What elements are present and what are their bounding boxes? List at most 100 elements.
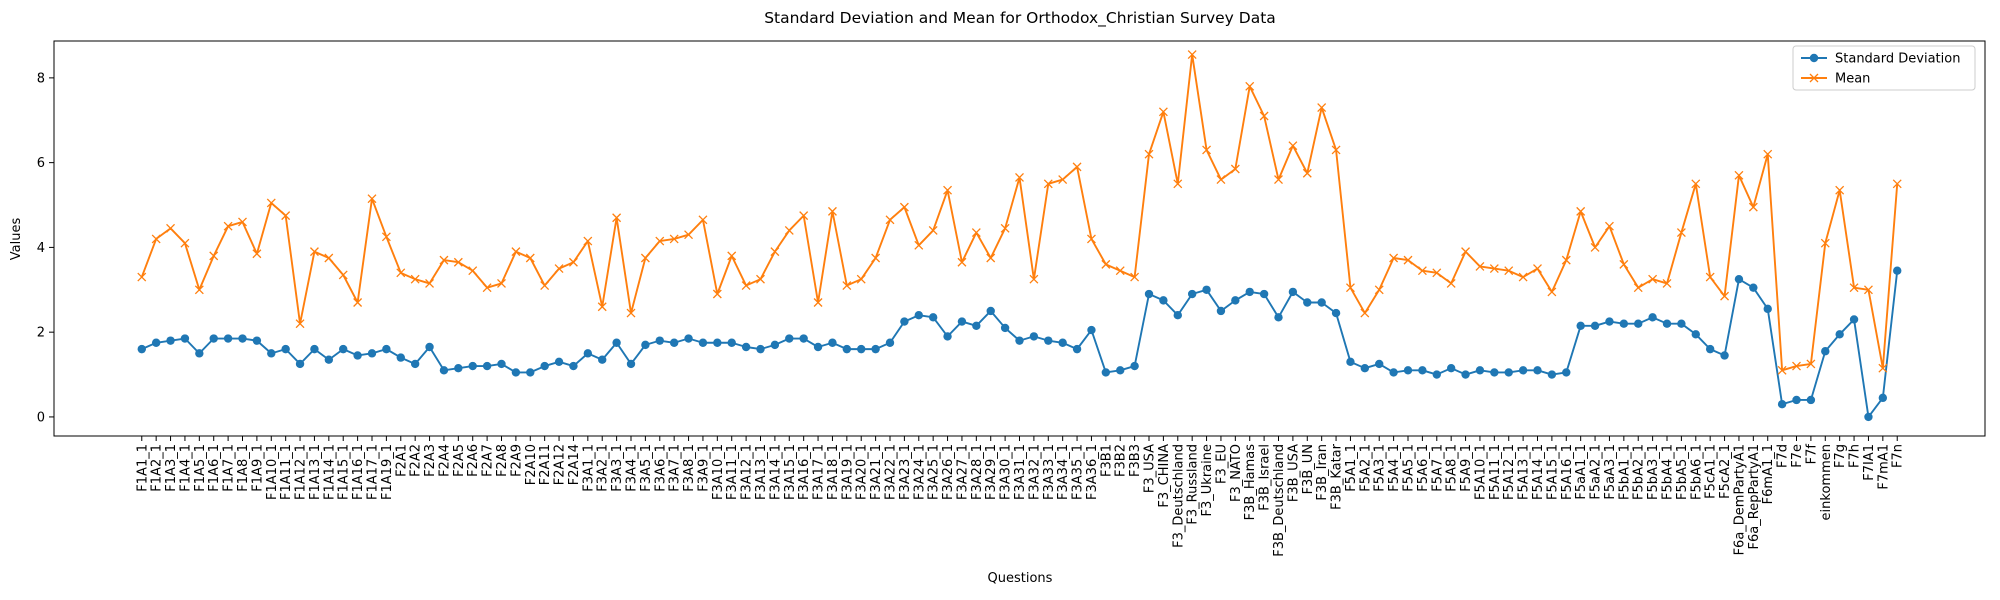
data-point	[1202, 145, 1212, 155]
x-tick-label: F5A11_1	[1488, 444, 1503, 500]
data-point	[1749, 283, 1758, 292]
marker-x	[209, 251, 219, 261]
x-tick-label: F1A1_1	[135, 444, 150, 492]
data-point	[1691, 330, 1700, 339]
data-point	[1576, 321, 1585, 331]
x-tick-label: F6a_RepPartyA1	[1747, 444, 1762, 549]
data-point	[741, 342, 751, 352]
marker-x	[655, 236, 665, 246]
data-point	[1504, 266, 1514, 276]
data-point	[1058, 175, 1068, 185]
data-point	[238, 217, 247, 227]
legend-label: Standard Deviation	[1835, 52, 1960, 67]
marker-x	[1806, 359, 1816, 369]
x-tick-label: F3A23_1	[898, 444, 913, 500]
x-tick-label: F5A5_1	[1402, 444, 1417, 492]
marker-x	[1360, 308, 1370, 318]
x-tick-label: F3B_Iran	[1315, 444, 1330, 501]
marker-x	[813, 298, 823, 307]
x-tick-label: F3A8_1	[682, 444, 697, 492]
data-point	[310, 344, 319, 354]
x-tick-label: F3A15_1	[783, 444, 798, 500]
x-tick-label: F3A18_1	[826, 444, 841, 500]
data-point	[1604, 221, 1614, 231]
x-tick-label: F3A26_1	[941, 444, 956, 500]
data-point	[1533, 264, 1542, 274]
x-tick-label: F3A1_1	[581, 444, 596, 492]
data-point	[756, 274, 765, 284]
data-point	[453, 257, 463, 267]
legend: Standard Deviation Mean	[1792, 45, 1976, 91]
marker-x	[1403, 255, 1413, 265]
marker-x	[971, 228, 981, 238]
data-point	[1590, 321, 1600, 331]
data-point	[1173, 311, 1182, 320]
x-tick-label: F3A31_1	[1013, 444, 1028, 500]
marker-x	[928, 225, 938, 235]
data-point	[684, 334, 693, 343]
marker-x	[1101, 259, 1111, 269]
x-tick-label: F7n	[1891, 444, 1906, 468]
x-tick-label: F1A17_1	[365, 444, 380, 500]
data-point	[1374, 285, 1384, 295]
data-point	[511, 368, 521, 377]
data-point	[1720, 291, 1730, 301]
x-tick-label: F3B_Hamas	[1243, 444, 1258, 521]
data-point	[554, 357, 564, 367]
marker-x	[597, 302, 607, 312]
marker-x	[827, 206, 837, 216]
data-point	[1489, 264, 1499, 274]
x-axis-label: Questions	[988, 571, 1053, 586]
data-point	[698, 338, 708, 347]
data-point	[252, 336, 262, 345]
marker-x	[1792, 361, 1801, 371]
marker-x	[914, 240, 924, 250]
x-tick-label: F6a_DemPartyA1	[1732, 444, 1747, 555]
data-point	[1763, 149, 1773, 159]
x-tick-label: F3A9_1	[696, 444, 711, 492]
data-point	[1461, 247, 1471, 257]
x-tick-label: F2A11	[538, 444, 553, 485]
marker-x	[1000, 223, 1010, 233]
data-point	[857, 344, 866, 354]
x-tick-label: F3_Russland	[1186, 444, 1201, 525]
data-point	[1130, 272, 1140, 282]
data-point	[1504, 368, 1513, 377]
x-tick-label: F3A7_1	[668, 444, 683, 492]
data-point	[568, 257, 578, 267]
x-tick-label: F5bA3_1	[1646, 444, 1661, 500]
data-point	[482, 361, 492, 371]
marker-x	[1288, 141, 1298, 151]
data-point	[295, 319, 305, 329]
data-point	[1303, 298, 1312, 307]
data-point	[281, 344, 290, 354]
data-point	[1849, 315, 1859, 324]
data-point	[1331, 308, 1341, 318]
data-point	[626, 308, 636, 318]
data-point	[669, 234, 679, 244]
x-tick-label: F2A6	[466, 444, 481, 477]
data-point	[180, 238, 190, 248]
marker-x	[137, 272, 147, 282]
data-point	[1274, 313, 1283, 322]
data-point	[252, 249, 262, 259]
data-point	[1490, 368, 1499, 377]
data-point	[799, 211, 809, 221]
marker-x	[1533, 264, 1542, 274]
marker-x	[1489, 264, 1499, 274]
data-point	[223, 334, 233, 343]
x-tick-label: F3_USA	[1143, 444, 1158, 493]
data-point	[914, 311, 923, 320]
marker-x	[1158, 107, 1168, 117]
marker-x	[1389, 253, 1399, 263]
data-point	[295, 359, 305, 369]
x-tick-label: F1A2_1	[150, 444, 165, 492]
data-point	[741, 281, 751, 291]
data-point	[497, 359, 506, 369]
marker-x	[1835, 185, 1845, 195]
data-point	[266, 198, 276, 208]
data-point	[1259, 111, 1269, 121]
data-point	[655, 236, 665, 246]
data-point	[1346, 357, 1355, 367]
data-point	[439, 255, 449, 265]
